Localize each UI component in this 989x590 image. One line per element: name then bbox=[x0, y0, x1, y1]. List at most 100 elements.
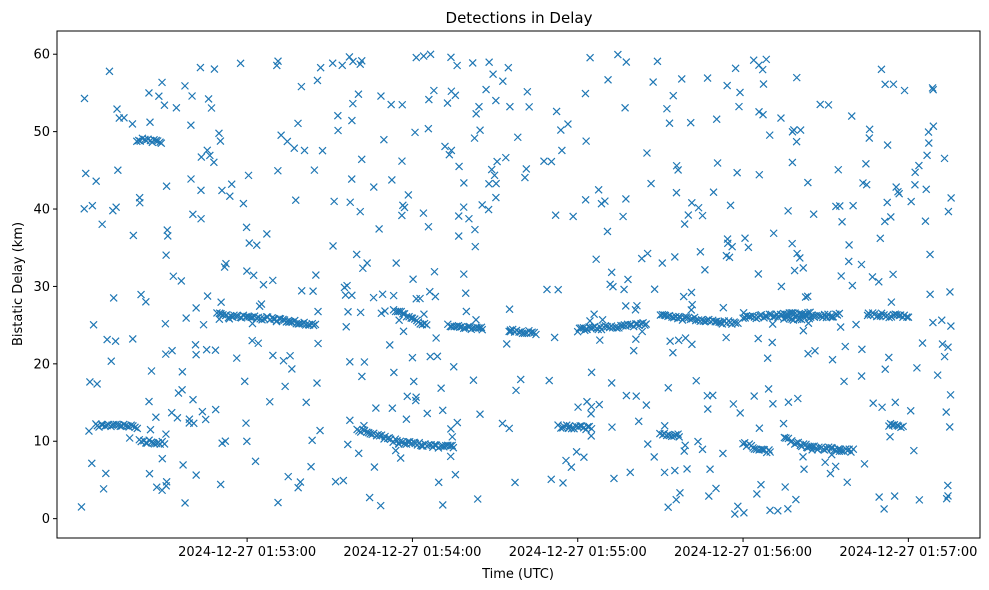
detection-point bbox=[188, 92, 196, 100]
detection-point bbox=[937, 316, 946, 325]
detection-point bbox=[464, 214, 473, 223]
detection-point bbox=[769, 229, 778, 238]
detection-point bbox=[313, 76, 322, 85]
detection-point bbox=[504, 63, 513, 72]
detection-point bbox=[904, 313, 913, 322]
detection-point bbox=[416, 294, 424, 303]
detection-point bbox=[601, 321, 610, 330]
detection-point bbox=[674, 336, 683, 345]
detection-point bbox=[831, 202, 840, 211]
detection-point bbox=[196, 63, 205, 72]
detection-point bbox=[161, 350, 170, 359]
detection-point bbox=[883, 141, 892, 150]
detection-point bbox=[210, 65, 219, 73]
chart-title: Detections in Delay bbox=[446, 9, 593, 27]
detection-point bbox=[160, 101, 169, 110]
detection-point bbox=[834, 165, 843, 174]
detection-point bbox=[242, 419, 250, 428]
detection-point bbox=[112, 203, 121, 212]
detection-point bbox=[550, 333, 559, 342]
detection-point bbox=[473, 495, 482, 503]
detection-point bbox=[192, 304, 201, 312]
detection-point bbox=[865, 134, 874, 143]
detection-point bbox=[799, 326, 808, 335]
detection-point bbox=[520, 329, 529, 338]
detection-point bbox=[629, 346, 638, 355]
detection-point bbox=[217, 298, 226, 307]
detection-point bbox=[459, 324, 468, 333]
detection-point bbox=[698, 211, 707, 220]
detection-point bbox=[762, 55, 771, 64]
detection-point bbox=[889, 270, 898, 279]
detection-point bbox=[178, 367, 187, 376]
detection-point bbox=[205, 151, 214, 160]
y-tick-label: 50 bbox=[33, 125, 50, 140]
detection-point bbox=[669, 91, 678, 100]
detection-point bbox=[135, 198, 144, 207]
detection-point bbox=[796, 126, 805, 134]
detection-point bbox=[828, 313, 836, 322]
detection-point bbox=[637, 254, 646, 263]
detection-point bbox=[940, 352, 949, 361]
detection-point bbox=[926, 250, 934, 259]
detection-point bbox=[462, 307, 471, 316]
detection-point bbox=[277, 131, 286, 140]
detection-point bbox=[283, 137, 292, 146]
detection-point bbox=[861, 159, 870, 168]
detection-point bbox=[146, 118, 154, 127]
detection-point bbox=[356, 207, 365, 216]
detection-point bbox=[666, 337, 675, 346]
y-axis: 0 10 20 30 40 50 60 bbox=[33, 48, 57, 527]
detection-point bbox=[202, 345, 211, 354]
detection-point bbox=[731, 64, 740, 73]
detection-point bbox=[739, 439, 747, 448]
detection-point bbox=[676, 488, 684, 497]
detection-point bbox=[492, 179, 501, 188]
detection-point bbox=[478, 325, 487, 334]
detection-point bbox=[357, 372, 366, 381]
detection-point bbox=[387, 175, 396, 184]
detection-point bbox=[204, 95, 213, 103]
detection-point bbox=[484, 205, 493, 214]
detection-point bbox=[354, 90, 363, 99]
detection-point bbox=[408, 353, 417, 362]
detection-point bbox=[799, 452, 807, 461]
detection-point bbox=[316, 426, 324, 435]
detection-point bbox=[459, 179, 468, 187]
detection-point bbox=[792, 439, 801, 447]
detection-point bbox=[929, 122, 938, 131]
detection-point bbox=[525, 102, 534, 111]
detection-point bbox=[857, 260, 866, 269]
detection-point bbox=[103, 335, 112, 344]
detection-point bbox=[343, 440, 352, 449]
detection-point bbox=[681, 334, 690, 342]
x-tick-label: 2024-12-27 01:53:00 bbox=[178, 545, 316, 560]
detection-point bbox=[363, 259, 372, 268]
detection-point bbox=[631, 335, 640, 344]
detection-point bbox=[331, 477, 340, 486]
detection-point bbox=[696, 247, 705, 256]
detection-point bbox=[889, 80, 898, 89]
detection-point bbox=[717, 318, 726, 327]
detection-point bbox=[330, 197, 339, 206]
detection-point bbox=[400, 439, 409, 448]
detection-point bbox=[207, 104, 216, 112]
detection-point bbox=[188, 210, 197, 219]
detection-point bbox=[881, 365, 890, 374]
detection-point bbox=[268, 351, 277, 360]
detection-point bbox=[447, 146, 456, 155]
detection-point bbox=[686, 118, 695, 127]
detection-point bbox=[619, 212, 628, 221]
detection-point bbox=[203, 146, 212, 155]
detection-point bbox=[520, 173, 529, 182]
detection-point bbox=[424, 440, 433, 449]
detection-point bbox=[448, 441, 457, 450]
detection-point bbox=[476, 126, 484, 135]
detection-point bbox=[392, 259, 401, 267]
detection-point bbox=[626, 468, 635, 477]
detection-point bbox=[203, 292, 212, 300]
detection-point bbox=[173, 413, 182, 422]
detection-point bbox=[389, 291, 398, 300]
detection-point bbox=[680, 220, 689, 229]
